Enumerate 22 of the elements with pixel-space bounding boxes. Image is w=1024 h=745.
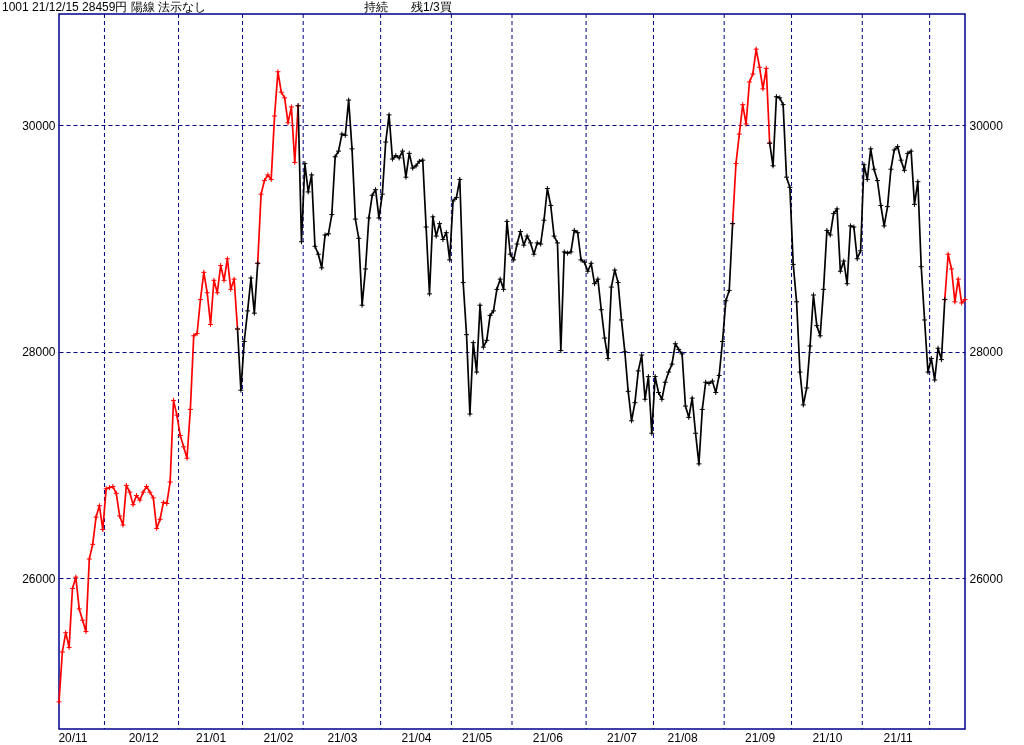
y-tick-label: 30000 [22, 118, 56, 133]
text: 残1/3買 [411, 0, 452, 14]
x-tick-label: 20/12 [128, 730, 160, 745]
text: 持続 [364, 0, 388, 14]
x-tick-label: 21/09 [745, 730, 776, 745]
x-tick-label: 21/06 [532, 730, 564, 745]
y2-tick-label: 28000 [969, 345, 1004, 360]
x-tick-label: 21/07 [606, 730, 638, 745]
chart-title: 1001 21/12/15 28459円 陽線 法示なし [2, 0, 207, 14]
x-tick-label: 21/03 [327, 730, 358, 745]
x-tick-label: 21/04 [401, 730, 432, 745]
x-tick-label: 21/01 [196, 730, 227, 745]
y2-tick-label: 30000 [969, 118, 1004, 133]
y-tick-label: 26000 [22, 571, 56, 586]
y2-tick-label: 26000 [969, 571, 1004, 586]
x-tick-label: 20/11 [58, 730, 88, 745]
x-tick-label: 21/11 [883, 730, 914, 745]
x-tick-label: 21/02 [263, 730, 294, 745]
y-tick-label: 28000 [22, 345, 56, 360]
x-tick-label: 21/05 [462, 730, 493, 745]
x-tick-label: 21/08 [667, 730, 698, 745]
x-tick-label: 21/10 [812, 730, 843, 745]
